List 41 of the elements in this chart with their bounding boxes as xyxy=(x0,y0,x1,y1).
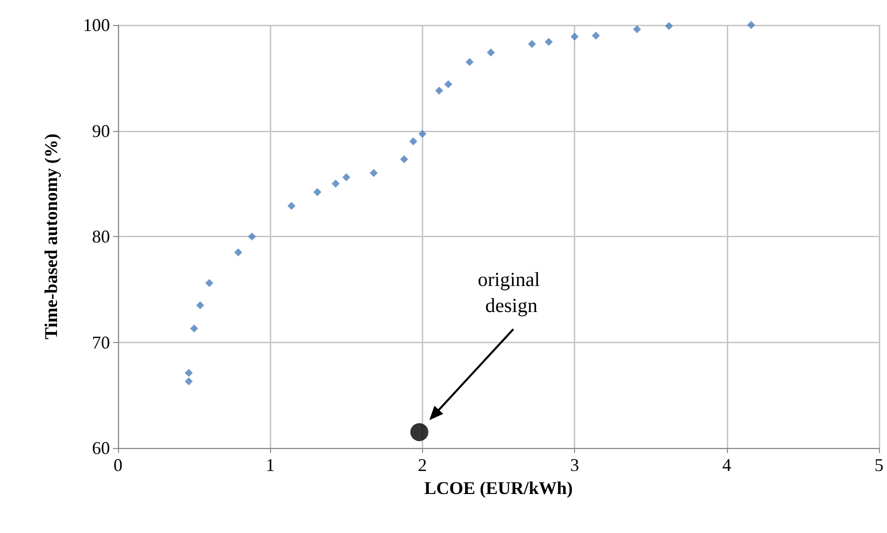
y-tick-label: 80 xyxy=(92,226,110,246)
point xyxy=(205,279,214,288)
point xyxy=(400,155,408,164)
x-tick-label: 0 xyxy=(114,455,122,475)
y-tick-label: 90 xyxy=(92,120,110,141)
point xyxy=(342,173,350,182)
point xyxy=(466,58,474,66)
point xyxy=(747,21,756,29)
point xyxy=(570,32,579,41)
point xyxy=(190,324,198,333)
y-tick-label: 100 xyxy=(83,15,110,35)
point xyxy=(486,48,495,56)
point xyxy=(196,301,204,310)
annotation: original design xyxy=(478,269,545,318)
point xyxy=(544,38,553,46)
point xyxy=(418,130,426,138)
point xyxy=(184,377,193,386)
point xyxy=(444,80,452,88)
y-axis-title: Time-based autonomy (%) xyxy=(41,134,61,340)
x-axis-title: LCOE (EUR/kWh) xyxy=(424,478,573,498)
point xyxy=(528,40,536,48)
point xyxy=(332,180,340,188)
point xyxy=(288,202,296,210)
point xyxy=(370,169,378,178)
y-tick-label: 60 xyxy=(92,438,110,458)
point xyxy=(633,25,641,34)
point xyxy=(184,368,193,377)
point xyxy=(592,32,600,40)
x-tick-label: 3 xyxy=(570,455,580,475)
y-tick-label: 70 xyxy=(92,332,110,352)
point xyxy=(313,188,322,196)
x-tick-label: 5 xyxy=(874,455,884,475)
point xyxy=(435,86,444,95)
x-tick-label: 4 xyxy=(722,455,732,475)
point xyxy=(409,137,418,146)
point xyxy=(234,248,242,256)
point xyxy=(664,22,673,30)
x-tick-label: 2 xyxy=(418,455,427,475)
point xyxy=(410,423,428,442)
x-tick-label: 1 xyxy=(266,455,275,475)
point xyxy=(248,232,256,240)
